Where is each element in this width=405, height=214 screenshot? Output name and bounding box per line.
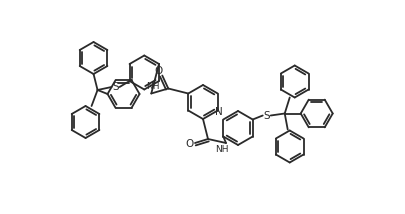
Text: S: S xyxy=(263,110,269,120)
Text: N: N xyxy=(214,107,222,116)
Text: NH: NH xyxy=(146,82,160,91)
Text: O: O xyxy=(154,65,162,76)
Text: S: S xyxy=(112,82,119,92)
Text: NH: NH xyxy=(215,146,228,155)
Text: O: O xyxy=(185,139,194,149)
